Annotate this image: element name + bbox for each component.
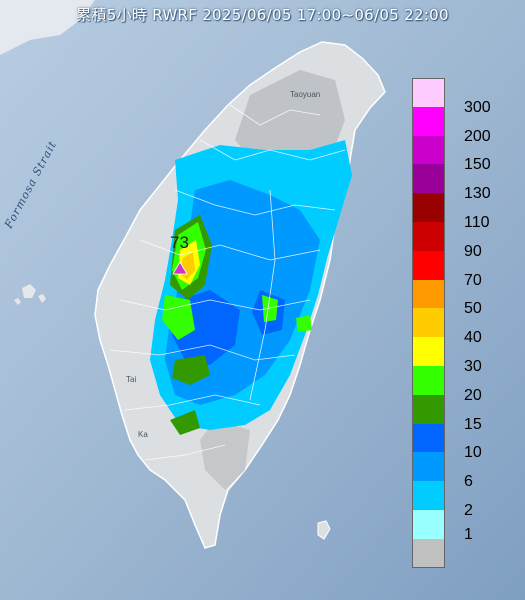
legend-label: 2 (464, 501, 473, 519)
mainland-coast (0, 0, 95, 55)
legend-row: 150 (412, 135, 510, 173)
legend-row: 110 (412, 193, 510, 231)
legend-row: 130 (412, 164, 510, 202)
legend-swatch (412, 308, 445, 338)
legend-swatch (412, 538, 445, 568)
legend-swatch (412, 78, 445, 107)
legend-label: 200 (464, 127, 491, 145)
legend-swatch (412, 106, 445, 136)
place-label: Ka (138, 430, 148, 439)
map-title: 累積5小時 RWRF 2025/06/05 17:00~06/05 22:00 (76, 6, 449, 24)
legend-swatch (412, 279, 445, 309)
legend-swatch (412, 394, 445, 424)
place-label: Tai (126, 375, 137, 384)
legend-label-1: 1 (464, 526, 473, 543)
legend-row: 2 (412, 481, 510, 519)
legend-label: 6 (464, 473, 473, 491)
legend-swatch (412, 193, 445, 222)
legend-label: 130 (464, 185, 491, 203)
legend-row: 40 (412, 308, 510, 346)
max-rainfall-value: 73 (170, 233, 189, 252)
legend-label: 40 (464, 329, 482, 347)
legend-label: 90 (464, 242, 482, 260)
penghu-islands (14, 284, 46, 305)
legend-label: 10 (464, 444, 482, 462)
legend-row: 90 (412, 221, 510, 260)
legend-swatch (412, 423, 445, 453)
legend-swatch (412, 365, 445, 395)
legend-row: 30 (412, 337, 510, 375)
legend-row: 300 (412, 78, 510, 116)
legend-row (412, 509, 510, 539)
county-boundaries (109, 104, 346, 461)
legend-swatch (412, 250, 445, 280)
legend-label: 70 (464, 271, 482, 289)
legend-swatch (412, 135, 445, 165)
legend-row (412, 538, 510, 568)
legend-row: 200 (412, 106, 510, 145)
legend-swatch (412, 221, 445, 251)
rainfall-overlay (150, 140, 352, 435)
legend-row: 10 (412, 423, 510, 461)
legend-swatch (412, 481, 445, 510)
legend-row: 6 (412, 452, 510, 490)
max-rainfall-marker (172, 261, 188, 275)
legend-row: 50 (412, 279, 510, 317)
legend-swatch (412, 337, 445, 366)
legend-label: 30 (464, 357, 482, 375)
legend-row: 70 (412, 250, 510, 289)
legend-swatch (412, 164, 445, 194)
legend-swatch (412, 452, 445, 482)
legend-label: 150 (464, 156, 491, 174)
legend-label: 110 (464, 213, 490, 231)
legend-row: 20 (412, 365, 510, 404)
rainfall-legend: 300 200 150 130 110 90 70 50 40 30 20 15 10 6 2 (412, 78, 510, 568)
legend-label: 15 (464, 415, 482, 433)
legend-label: 50 (464, 300, 482, 318)
legend-swatch (412, 509, 445, 539)
green-island (317, 520, 331, 540)
legend-label: 20 (464, 386, 482, 404)
legend-label: 300 (464, 98, 491, 116)
legend-row: 15 (412, 394, 510, 433)
place-label: Taoyuan (290, 90, 321, 99)
